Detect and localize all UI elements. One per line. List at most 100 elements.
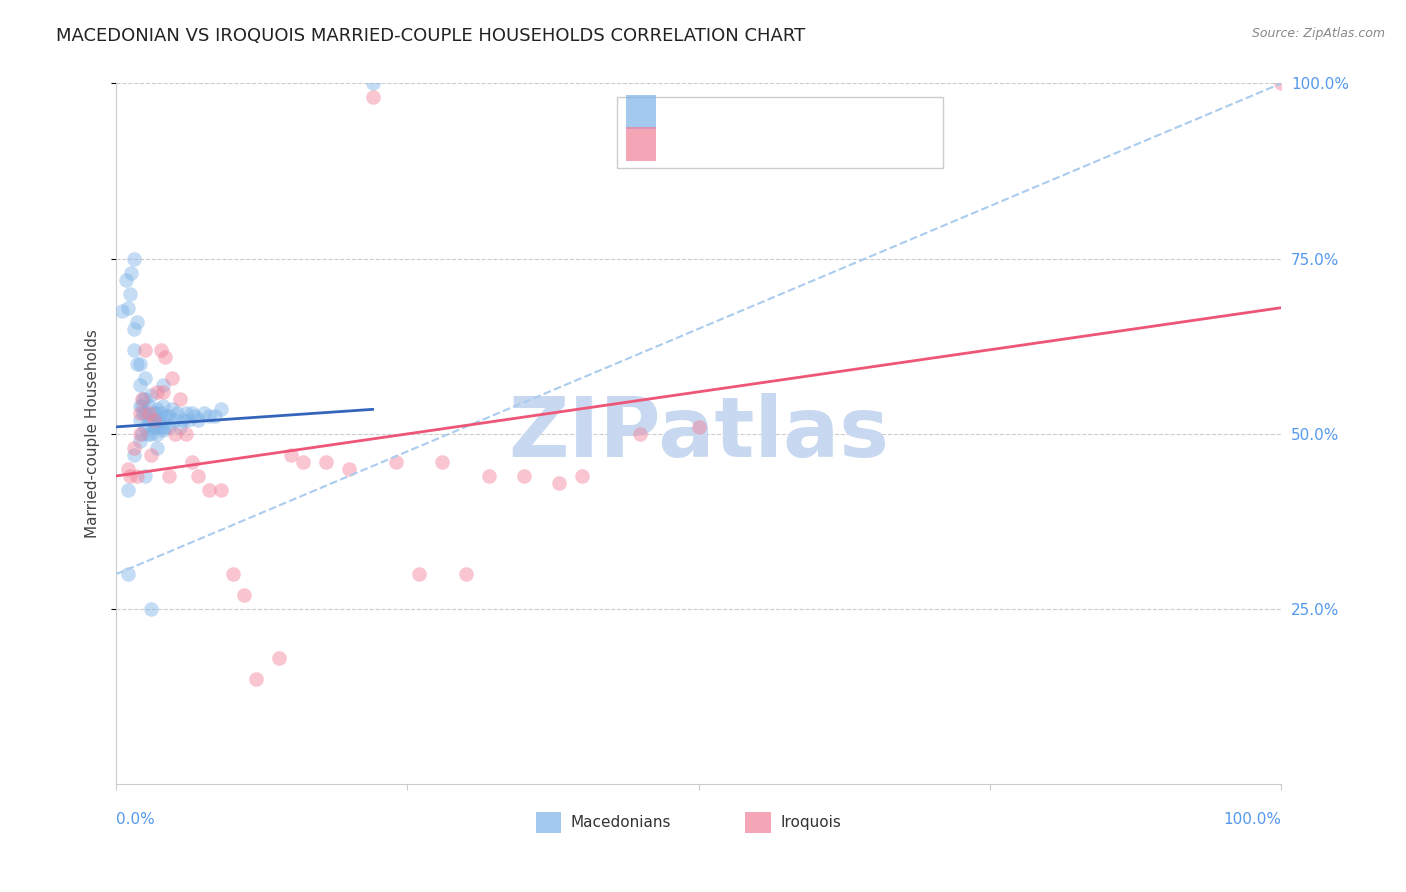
- Point: [177, 413, 200, 427]
- Point: [128, 413, 150, 427]
- Point: [152, 384, 174, 399]
- Point: [117, 483, 139, 497]
- Point: [153, 350, 176, 364]
- Point: [157, 469, 180, 483]
- Point: [146, 426, 169, 441]
- Point: [152, 399, 174, 413]
- Point: [245, 672, 267, 686]
- Text: 68: 68: [815, 103, 839, 121]
- Point: [146, 417, 169, 431]
- Point: [152, 377, 174, 392]
- Point: [198, 483, 221, 497]
- Point: [127, 357, 149, 371]
- Point: [134, 406, 156, 420]
- Point: [291, 455, 314, 469]
- Point: [117, 301, 139, 315]
- Text: N =: N =: [770, 135, 810, 153]
- Point: [160, 402, 183, 417]
- Point: [142, 420, 165, 434]
- Point: [478, 469, 501, 483]
- Point: [134, 392, 156, 406]
- Point: [128, 426, 150, 441]
- Bar: [745, 813, 770, 833]
- Point: [138, 399, 160, 413]
- Point: [120, 286, 142, 301]
- Point: [169, 420, 191, 434]
- Point: [149, 343, 172, 357]
- Bar: [627, 127, 655, 161]
- Point: [337, 462, 360, 476]
- Point: [122, 322, 145, 336]
- Point: [134, 371, 156, 385]
- Point: [132, 392, 155, 406]
- Point: [134, 420, 156, 434]
- Point: [128, 377, 150, 392]
- Point: [157, 409, 180, 424]
- Point: [209, 402, 232, 417]
- Point: [141, 448, 163, 462]
- Point: [163, 413, 186, 427]
- Point: [184, 409, 207, 424]
- Point: [128, 357, 150, 371]
- Point: [128, 399, 150, 413]
- Text: MACEDONIAN VS IROQUOIS MARRIED-COUPLE HOUSEHOLDS CORRELATION CHART: MACEDONIAN VS IROQUOIS MARRIED-COUPLE HO…: [56, 27, 806, 45]
- Point: [163, 426, 186, 441]
- Point: [172, 413, 194, 427]
- Point: [160, 371, 183, 385]
- Point: [136, 426, 159, 441]
- Text: Source: ZipAtlas.com: Source: ZipAtlas.com: [1251, 27, 1385, 40]
- Point: [198, 409, 221, 424]
- Point: [120, 266, 142, 280]
- Point: [141, 602, 163, 616]
- Point: [193, 406, 215, 420]
- Point: [132, 406, 155, 420]
- Text: 0.111: 0.111: [710, 103, 765, 121]
- Point: [131, 426, 153, 441]
- Point: [454, 567, 477, 582]
- Point: [138, 406, 160, 420]
- Point: [117, 567, 139, 582]
- Point: [548, 475, 571, 490]
- FancyBboxPatch shape: [617, 97, 943, 168]
- Point: [141, 413, 163, 427]
- Point: [142, 413, 165, 427]
- Point: [120, 469, 142, 483]
- Point: [174, 426, 197, 441]
- Point: [143, 420, 166, 434]
- Point: [571, 469, 593, 483]
- Bar: [627, 95, 655, 129]
- Point: [152, 413, 174, 427]
- Point: [128, 406, 150, 420]
- Point: [131, 399, 153, 413]
- Point: [122, 343, 145, 357]
- Point: [169, 392, 191, 406]
- Point: [149, 420, 172, 434]
- Point: [1270, 77, 1292, 91]
- Point: [280, 448, 302, 462]
- Point: [127, 469, 149, 483]
- Text: Iroquois: Iroquois: [780, 815, 841, 830]
- Y-axis label: Married-couple Households: Married-couple Households: [86, 329, 100, 538]
- Point: [128, 434, 150, 448]
- Point: [166, 406, 188, 420]
- Text: 0.0%: 0.0%: [117, 813, 155, 828]
- Point: [122, 441, 145, 455]
- Point: [134, 469, 156, 483]
- Point: [269, 651, 291, 665]
- Point: [432, 455, 454, 469]
- Text: 100.0%: 100.0%: [1223, 813, 1281, 828]
- Point: [117, 462, 139, 476]
- Point: [131, 392, 153, 406]
- Point: [122, 252, 145, 266]
- Point: [127, 315, 149, 329]
- Point: [114, 273, 136, 287]
- Point: [315, 455, 337, 469]
- Point: [142, 406, 165, 420]
- Point: [122, 448, 145, 462]
- Point: [181, 455, 204, 469]
- Bar: [536, 813, 561, 833]
- Point: [222, 567, 245, 582]
- Point: [146, 441, 169, 455]
- Text: Macedonians: Macedonians: [571, 815, 671, 830]
- Point: [181, 406, 204, 420]
